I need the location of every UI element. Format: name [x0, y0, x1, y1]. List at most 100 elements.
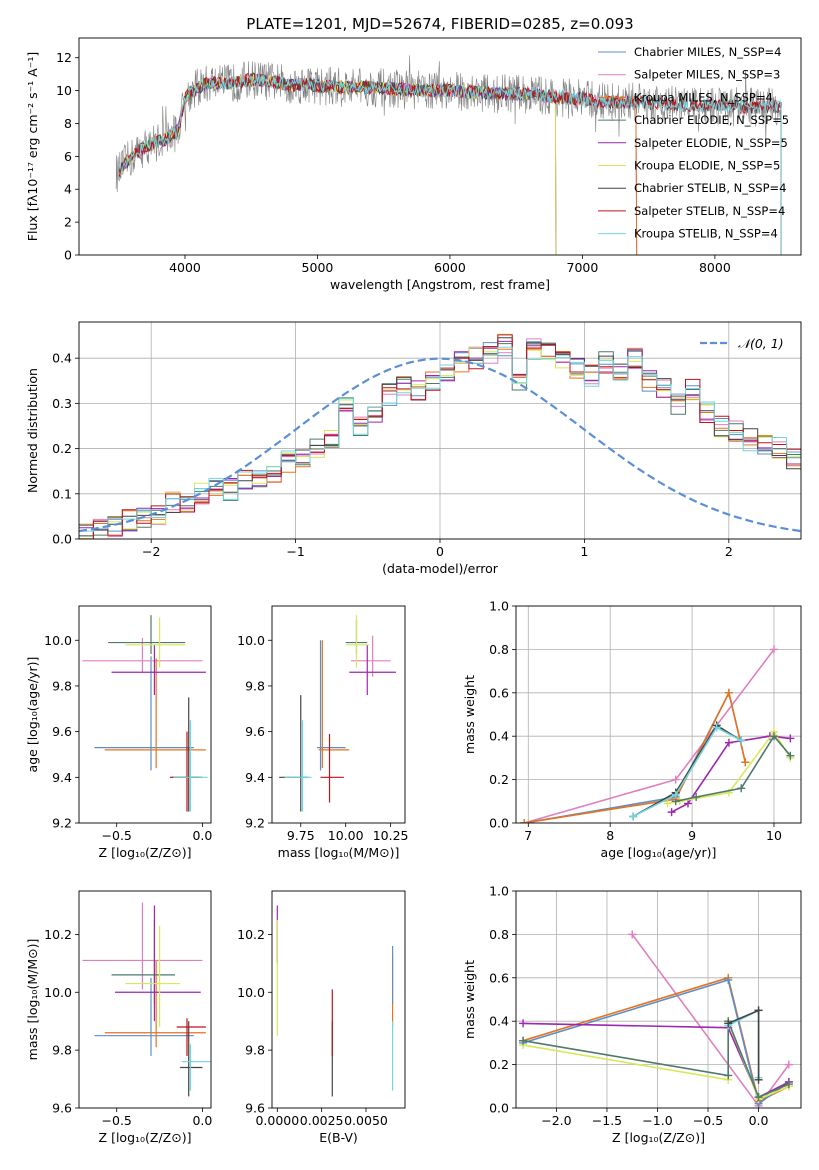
y-tick-label: 9.8	[245, 678, 265, 693]
x-axis-label: Z [log₁₀(Z/Z⊙)]	[99, 1130, 192, 1145]
y-tick-label: 9.4	[245, 770, 265, 785]
marker-3-4	[786, 734, 795, 743]
y-tick-label: 10.0	[44, 985, 72, 1000]
marker-5-0	[519, 1036, 528, 1045]
x-tick-label: −1	[286, 544, 304, 559]
weight-line-5	[675, 734, 792, 803]
errorbar-point-4	[111, 644, 206, 696]
x-tick-label: −0.5	[102, 828, 132, 843]
legend-label-4: Salpeter ELODIE, N_SSP=5	[634, 136, 788, 150]
y-axis-label: Flux [fλ10⁻¹⁷ erg cm⁻² s⁻¹ A⁻¹]	[25, 52, 40, 241]
y-tick-label: 1.0	[489, 884, 509, 899]
x-tick-label: 0.0050	[344, 1113, 388, 1128]
errorbar-point-1	[351, 635, 391, 677]
marker-2-3	[741, 758, 750, 767]
y-tick-label: 0.6	[489, 685, 509, 700]
axes-age-vs-Z: −0.5 0.0 9.2 9.4 9.6 9.8 10.0 Z [log₁₀(Z/Z⊙)] ag…	[25, 605, 212, 860]
x-axis-label: Z [log₁₀(Z/Z⊙)]	[99, 845, 192, 860]
x-tick-label: 4000	[169, 260, 201, 275]
x-axis-label: E(B-V)	[319, 1130, 358, 1145]
x-tick-label: 10	[766, 828, 782, 843]
y-axis-label: Normed distribution	[25, 368, 40, 493]
y-tick-label: 8	[64, 116, 72, 131]
x-tick-label: 6000	[434, 260, 466, 275]
y-axis-label: mass weight	[462, 675, 477, 754]
legend: Chabrier MILES, N_SSP=4 Salpeter MILES, N…	[598, 45, 789, 241]
y-tick-label: 9.8	[52, 678, 72, 693]
x-tick-label: 5000	[302, 260, 334, 275]
x-tick-label: 7	[524, 828, 532, 843]
x-tick-label: −0.5	[102, 1113, 132, 1128]
x-tick-label: 8000	[699, 260, 731, 275]
y-tick-label: 10.0	[44, 633, 72, 648]
y-tick-label: 9.4	[52, 770, 72, 785]
errorbar-point-2	[318, 640, 350, 769]
legend-label-3: Chabrier ELODIE, N_SSP=5	[634, 113, 789, 127]
x-tick-label: 9	[688, 828, 696, 843]
y-tick-label: 10.2	[44, 927, 72, 942]
y-tick-label: 0.2	[489, 1057, 509, 1072]
plot-area-mass-vs-Z	[82, 902, 211, 1097]
histogram-3	[79, 342, 801, 536]
y-tick-label: 0.4	[489, 729, 509, 744]
x-tick-label: 1	[580, 544, 588, 559]
marker-7-1	[671, 790, 680, 799]
axes-age-vs-mass: 9.75 10.00 10.25 9.2 9.4 9.6 9.8 10.0 mass [log₁…	[237, 605, 409, 860]
y-tick-label: 0.2	[489, 772, 509, 787]
errorbar-point-4	[115, 905, 201, 1022]
marker-7-0	[724, 1019, 733, 1028]
histogram-4	[79, 340, 801, 532]
x-tick-label: −1.5	[592, 1113, 622, 1128]
histogram-8	[79, 346, 801, 532]
x-axis-label: wavelength [Angstrom, rest frame]	[330, 277, 550, 292]
y-tick-label: 0.4	[489, 1014, 509, 1029]
x-tick-label: 0.0	[192, 828, 212, 843]
errorbar-point-0	[316, 640, 346, 771]
plot-area-spectrum	[115, 55, 782, 255]
weight-line-2	[524, 690, 747, 823]
marker-3-2	[724, 738, 733, 747]
x-tick-label: 10.00	[328, 828, 364, 843]
marker-5-4	[786, 751, 795, 760]
marker-7-2	[712, 723, 721, 732]
y-axis-label: age [log₁₀(age/yr)]	[25, 657, 40, 773]
plot-area-residuals	[79, 322, 801, 539]
marker-3-0	[667, 808, 676, 817]
x-axis-label: mass [log₁₀(M/M⊙)]	[278, 845, 400, 860]
model-spectrum-8	[118, 74, 782, 255]
y-tick-label: 2	[64, 215, 72, 230]
marker-5-3	[769, 732, 778, 741]
marker-0-0	[628, 930, 637, 939]
y-tick-label: 10.0	[237, 985, 265, 1000]
y-tick-label: 9.6	[245, 724, 265, 739]
errorbar-point-3	[108, 615, 186, 654]
axes-residuals: −2 −1 0 1 2 0.0 0.1 0.2 0.3 0.4 (data-model)/error…	[25, 321, 802, 576]
x-tick-label: 9.75	[287, 828, 315, 843]
weight-line-6	[632, 724, 742, 818]
marker-3-0	[519, 1019, 528, 1028]
legend-label-8: Kroupa STELIB, N_SSP=4	[634, 227, 778, 241]
axes-weight-vs-age: 7 8 9 10 0.0 0.2 0.4 0.6 0.8 1.0 age [log₁₀(age/yr…	[462, 599, 802, 860]
x-tick-label: −2.0	[541, 1113, 571, 1128]
errorbar-point-5	[125, 617, 186, 668]
y-axis-label: mass [log₁₀(M/M⊙)]	[25, 939, 40, 1061]
legend: 𝒩(0, 1)	[700, 336, 784, 351]
plot-area-age-vs-Z	[82, 615, 208, 812]
y-tick-label: 9.2	[52, 816, 72, 831]
plot-area-age-vs-mass	[279, 615, 397, 812]
marker-2-0	[520, 819, 529, 823]
y-tick-label: 0	[64, 248, 72, 263]
y-tick-label: 9.8	[245, 1043, 265, 1058]
y-tick-label: 6	[64, 149, 72, 164]
x-tick-label: 10.25	[373, 828, 409, 843]
errorbar-point-8	[284, 720, 312, 812]
errorbar-point-7	[176, 1018, 206, 1056]
plot-area-weight-vs-Z	[516, 891, 801, 1108]
marker-5-1	[692, 792, 701, 801]
x-tick-label: 2	[725, 544, 733, 559]
marker-5-2	[737, 784, 746, 793]
axes-frame	[78, 321, 802, 540]
axes-frame	[515, 890, 802, 1109]
errorbar-point-0	[94, 977, 194, 1056]
y-tick-label: 0.4	[52, 351, 72, 366]
